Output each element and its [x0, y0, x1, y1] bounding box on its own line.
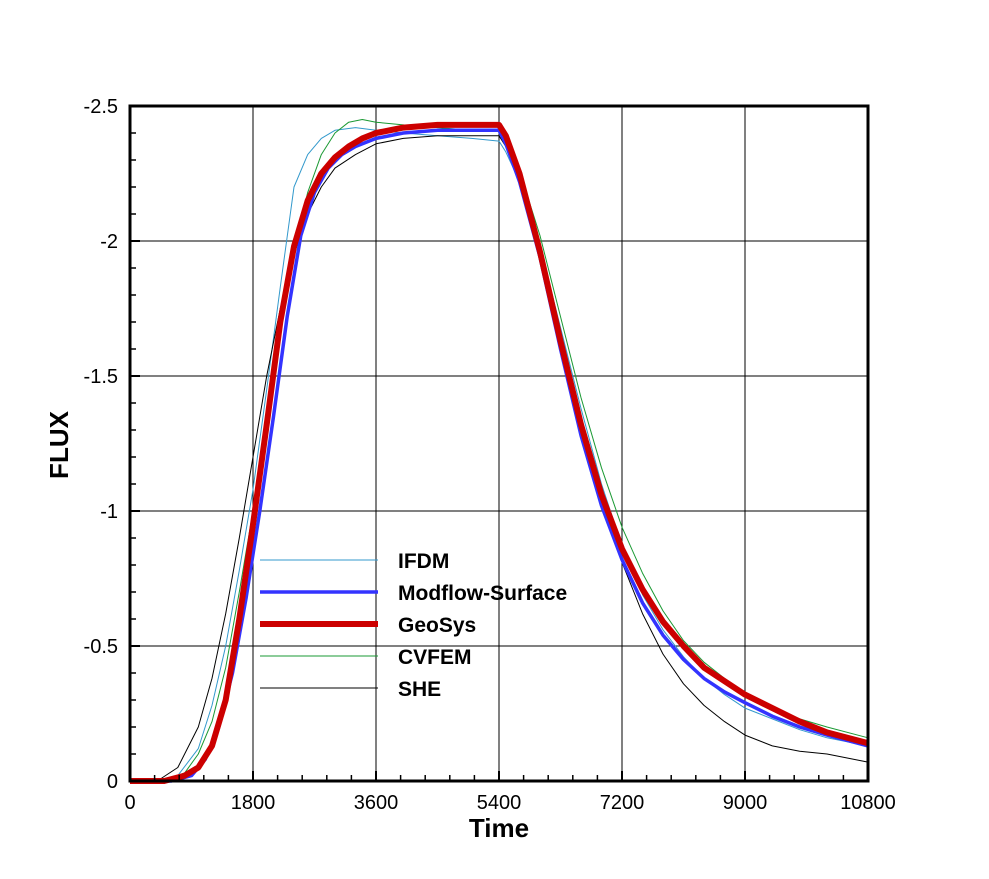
y-tick-label: -1: [100, 501, 118, 523]
y-axis-title: FLUX: [44, 410, 74, 479]
y-tick-label: -0.5: [84, 636, 118, 658]
series-line-geosys: [130, 121, 869, 784]
y-tick-label: 0: [107, 771, 118, 793]
x-axis-title: Time: [469, 813, 529, 843]
legend-label: Modflow-Surface: [398, 582, 567, 605]
legend-label: IFDM: [398, 550, 449, 573]
x-tick-label: 0: [124, 792, 135, 814]
x-tick-labels: 0 1800 3600 5400 7200 9000 10800: [124, 792, 895, 814]
x-tick-label: 3600: [354, 792, 399, 814]
grid-lines: [130, 106, 868, 781]
series-line-modflow-surface: [130, 128, 869, 783]
x-tick-label: 10800: [840, 792, 896, 814]
y-tick-label: -1.5: [84, 366, 118, 388]
series-layer: [130, 119, 869, 784]
axis-ticks: [129, 105, 869, 782]
y-tick-label: -2: [100, 231, 118, 253]
legend-label: GeoSys: [398, 614, 476, 637]
legend-label: CVFEM: [398, 646, 472, 669]
series-line-she: [130, 135, 869, 782]
y-tick-labels: 0 -0.5 -1 -1.5 -2 -2.5: [84, 96, 118, 793]
x-tick-label: 1800: [231, 792, 276, 814]
y-tick-label: -2.5: [84, 96, 118, 118]
x-tick-label: 5400: [477, 792, 522, 814]
x-tick-label: 7200: [600, 792, 645, 814]
legend: IFDM Modflow-Surface GeoSys CVFEM SHE: [260, 550, 567, 701]
legend-label: SHE: [398, 678, 441, 701]
x-tick-label: 9000: [723, 792, 768, 814]
